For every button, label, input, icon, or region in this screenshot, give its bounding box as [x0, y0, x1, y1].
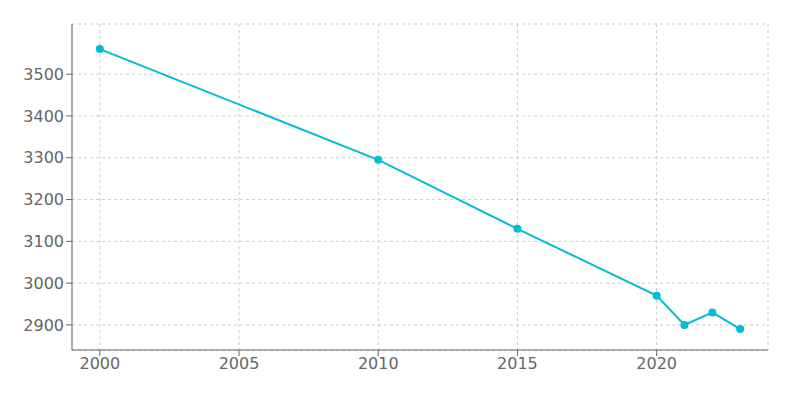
svg-text:3500: 3500: [23, 65, 64, 84]
svg-text:2010: 2010: [358, 354, 399, 373]
svg-text:3300: 3300: [23, 148, 64, 167]
svg-text:2900: 2900: [23, 316, 64, 335]
svg-text:2020: 2020: [636, 354, 677, 373]
svg-text:3100: 3100: [23, 232, 64, 251]
svg-text:2005: 2005: [219, 354, 260, 373]
svg-text:2015: 2015: [497, 354, 538, 373]
svg-text:2000: 2000: [79, 354, 120, 373]
svg-text:3400: 3400: [23, 107, 64, 126]
svg-text:3000: 3000: [23, 274, 64, 293]
svg-text:3200: 3200: [23, 190, 64, 209]
